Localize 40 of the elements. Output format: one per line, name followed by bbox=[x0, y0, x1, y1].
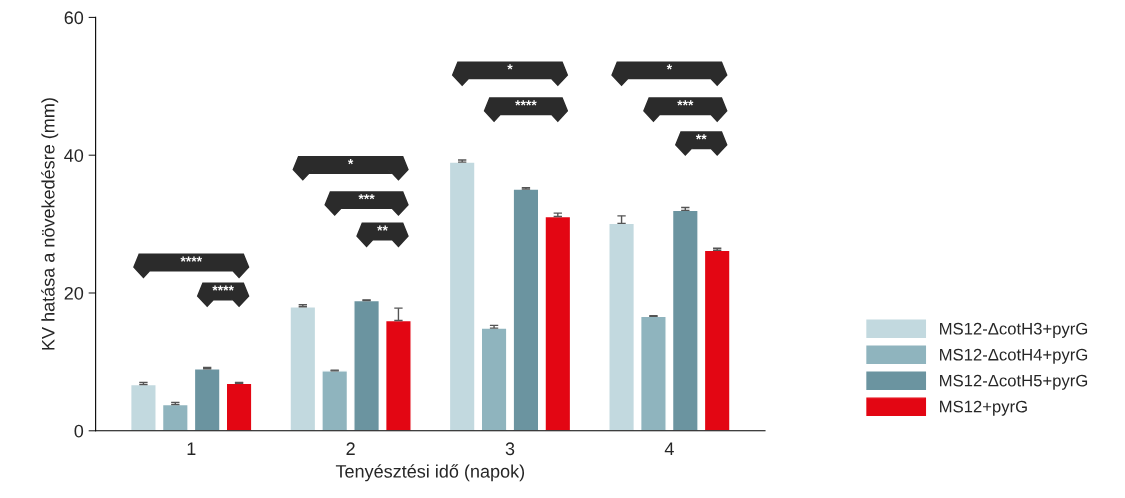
bar bbox=[671, 209, 699, 431]
y-tick-label: 60 bbox=[64, 11, 84, 25]
legend-label: MS12+pyrG bbox=[940, 400, 1027, 416]
bar bbox=[161, 403, 189, 431]
annotation: **** bbox=[515, 100, 537, 106]
bar bbox=[480, 327, 508, 431]
bar bbox=[289, 306, 317, 431]
bar bbox=[448, 161, 476, 431]
legend-label: MS12-ΔcotH4+pyrG bbox=[940, 348, 1088, 364]
bar bbox=[193, 368, 221, 431]
bar bbox=[703, 249, 731, 431]
bar bbox=[512, 188, 540, 431]
bar bbox=[639, 315, 667, 431]
annotation: **** bbox=[180, 256, 203, 262]
annotation: * bbox=[507, 64, 513, 70]
bar bbox=[129, 383, 157, 431]
bar bbox=[384, 319, 412, 431]
bar bbox=[321, 370, 349, 431]
y-tick-label: 20 bbox=[64, 286, 84, 300]
y-tick-label: 0 bbox=[74, 424, 84, 438]
bar bbox=[225, 382, 253, 431]
x-tick-label: 4 bbox=[664, 442, 674, 455]
x-tick-label: 1 bbox=[187, 442, 196, 455]
bar bbox=[544, 215, 572, 431]
annotation: ** bbox=[695, 134, 707, 140]
legend-label: MS12-ΔcotH5+pyrG bbox=[940, 374, 1088, 390]
x-axis-title: Tenyésztési idő (napok) bbox=[335, 464, 525, 482]
y-axis-title: KV hatása a növekedésre (mm) bbox=[41, 98, 59, 350]
bar bbox=[608, 222, 636, 431]
x-tick-label: 2 bbox=[346, 442, 355, 455]
annotation: *** bbox=[358, 194, 375, 200]
bar bbox=[353, 299, 381, 431]
legend-label: MS12-ΔcotH3+pyrG bbox=[940, 322, 1088, 338]
y-tick-label: 40 bbox=[64, 149, 84, 162]
annotation: ** bbox=[377, 225, 388, 231]
annotation: * bbox=[347, 159, 354, 165]
annotation: **** bbox=[212, 285, 234, 291]
annotation: * bbox=[666, 64, 673, 70]
x-tick-label: 3 bbox=[505, 442, 515, 456]
annotation: *** bbox=[677, 100, 694, 106]
